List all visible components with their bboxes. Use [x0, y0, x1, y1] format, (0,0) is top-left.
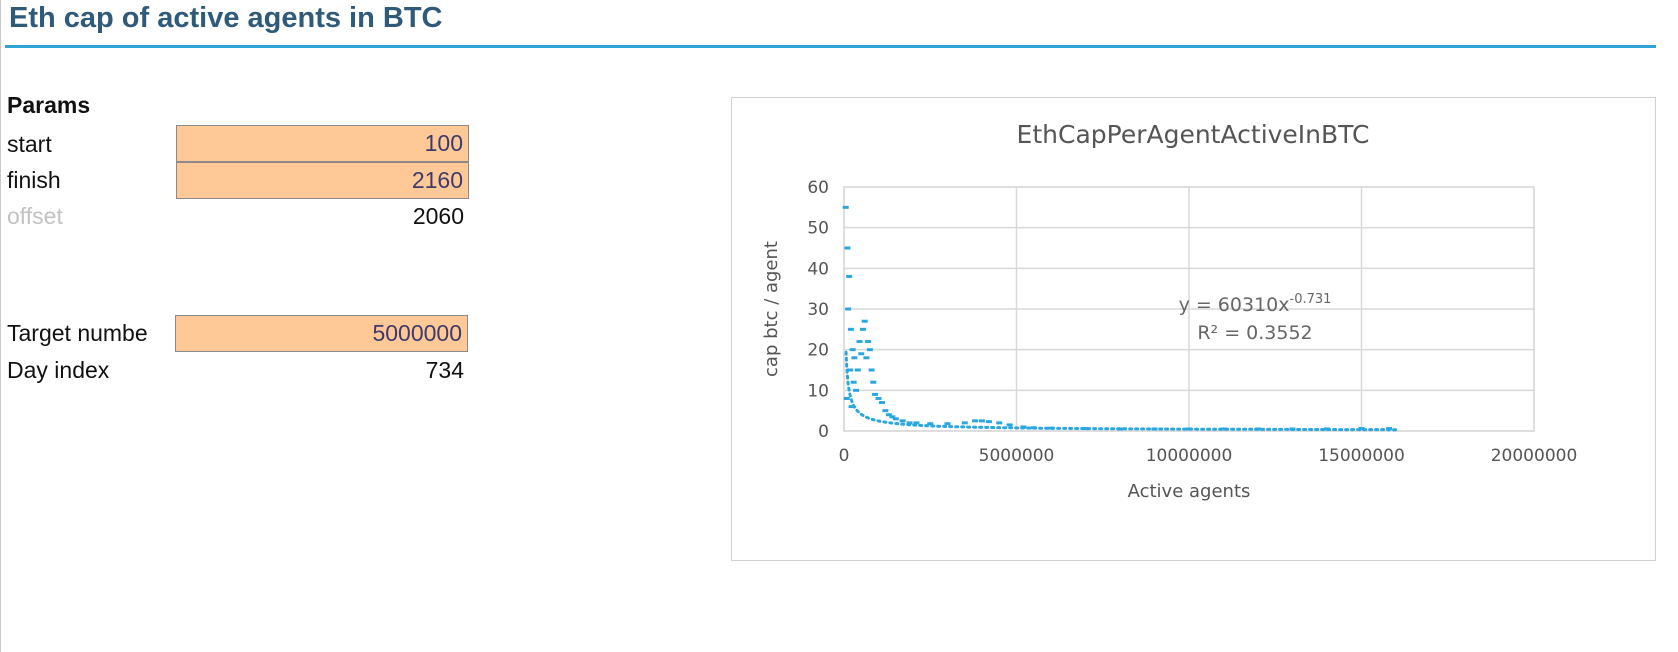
chart-grid [843, 186, 1535, 432]
target-number-input-cell[interactable]: 5000000 [175, 315, 468, 352]
trendline-equation-exponent: -0.731 [1290, 292, 1332, 307]
trendline-equation-base: y = 60310x [1179, 294, 1290, 316]
day-index-label[interactable]: Day index [7, 357, 110, 383]
y-tick-label: 60 [807, 178, 829, 198]
chart-container[interactable]: EthCapPerAgentActiveInBTC 0 10 20 30 40 50 60 … [731, 97, 1656, 561]
y-tick-label: 40 [807, 259, 829, 279]
trendline-curve [844, 350, 1398, 432]
params-header[interactable]: Params [7, 92, 91, 118]
offset-value-cell[interactable]: 2060 [412, 203, 464, 229]
y-axis-ticks: 0 10 20 30 40 50 60 [807, 178, 829, 442]
y-tick-label: 0 [818, 422, 829, 442]
finish-input-cell[interactable]: 2160 [176, 162, 469, 199]
y-axis-label: cap btc / agent [761, 241, 782, 377]
y-tick-label: 50 [807, 219, 829, 239]
start-input-cell[interactable]: 100 [176, 125, 469, 162]
chart-title: EthCapPerAgentActiveInBTC [1017, 120, 1370, 149]
day-index-value-cell[interactable]: 734 [425, 357, 464, 383]
scatter-chart[interactable]: EthCapPerAgentActiveInBTC 0102030405060 … [732, 98, 1655, 560]
sheet-title: Eth cap of active agents in BTC [9, 2, 443, 34]
y-tick-label: 20 [807, 341, 829, 361]
target-number-label[interactable]: Target numbe [7, 320, 148, 346]
start-label[interactable]: start [7, 131, 52, 157]
y-tick-label: 10 [807, 381, 829, 401]
data-series [842, 205, 1393, 431]
trendline [844, 350, 1398, 432]
y-tick-label: 30 [807, 300, 829, 320]
title-underline [5, 45, 1656, 48]
x-tick-label: 10000000 [1146, 446, 1233, 466]
offset-label[interactable]: offset [7, 203, 63, 229]
x-axis-label: Active agents [1128, 481, 1251, 502]
x-tick-label: 0 [839, 446, 850, 466]
trendline-equation: y = 60310x-0.731 [1179, 292, 1332, 316]
trendline-r2: R² = 0.3552 [1197, 322, 1312, 344]
x-tick-label: 20000000 [1491, 446, 1578, 466]
finish-label[interactable]: finish [7, 167, 61, 193]
x-tick-label: 15000000 [1318, 446, 1405, 466]
x-tick-label: 5000000 [979, 446, 1055, 466]
x-axis-ticks: 0 5000000 10000000 15000000 20000000 [839, 446, 1578, 466]
